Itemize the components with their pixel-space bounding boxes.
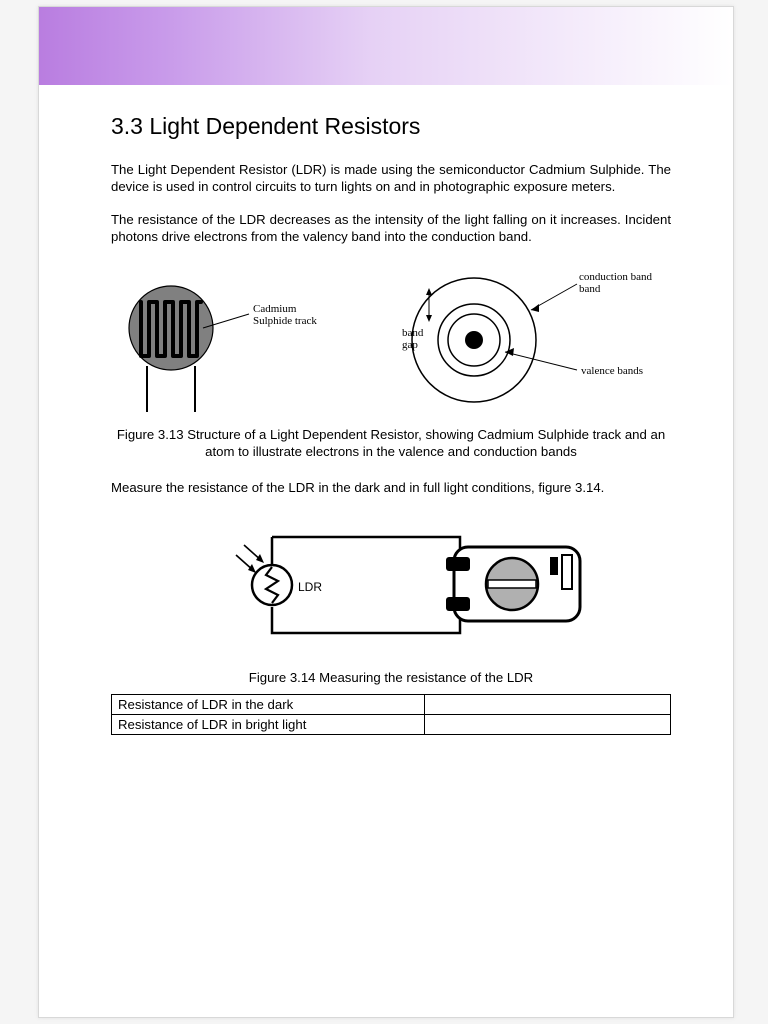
figure-3-13-caption: Figure 3.13 Structure of a Light Depende…: [111, 426, 671, 460]
multimeter-mark-1-icon: [550, 557, 558, 575]
paragraph-3: Measure the resistance of the LDR in the…: [111, 480, 671, 497]
figure-3-14-caption: Figure 3.14 Measuring the resistance of …: [111, 669, 671, 686]
label-bandgap: band gap: [402, 327, 426, 351]
label-valence: valence bands: [581, 365, 643, 377]
multimeter-dial-pointer-icon: [488, 580, 536, 588]
label-cds: Cadmium Sulphide track: [253, 303, 317, 327]
cell-bright-label: Resistance of LDR in bright light: [112, 714, 425, 734]
ldr-measurement-circuit-diagram: LDR: [176, 513, 606, 663]
paragraph-1: The Light Dependent Resistor (LDR) is ma…: [111, 162, 671, 196]
measurement-table: Resistance of LDR in the dark Resistance…: [111, 694, 671, 735]
table-row: Resistance of LDR in bright light: [112, 714, 671, 734]
label-conduction: conduction band band: [579, 271, 655, 295]
label-ldr-symbol: LDR: [298, 580, 322, 594]
header-gradient-band: [39, 7, 733, 85]
atom-band-diagram: conduction band band valence bands band …: [369, 262, 669, 412]
light-arrowhead-2-icon: [256, 554, 264, 563]
page-sheet: 3.3 Light Dependent Resistors The Light …: [38, 6, 734, 1018]
figure-3-13: Cadmium Sulphide track conduction band b…: [111, 262, 671, 412]
figure-3-14: LDR: [111, 513, 671, 663]
bandgap-arrowhead-up-icon: [426, 288, 432, 295]
cell-dark-value: [425, 694, 671, 714]
bandgap-arrowhead-down-icon: [426, 315, 432, 322]
section-heading: 3.3 Light Dependent Resistors: [111, 113, 671, 140]
arrowhead-conduction-icon: [531, 304, 539, 312]
pointer-valence-icon: [505, 352, 577, 370]
paragraph-2: The resistance of the LDR decreases as t…: [111, 212, 671, 246]
nucleus-icon: [465, 331, 483, 349]
cell-bright-value: [425, 714, 671, 734]
page-content: 3.3 Light Dependent Resistors The Light …: [111, 113, 671, 735]
ldr-structure-diagram: Cadmium Sulphide track: [111, 262, 341, 412]
light-arrowhead-1-icon: [248, 564, 256, 573]
table-row: Resistance of LDR in the dark: [112, 694, 671, 714]
cell-dark-label: Resistance of LDR in the dark: [112, 694, 425, 714]
